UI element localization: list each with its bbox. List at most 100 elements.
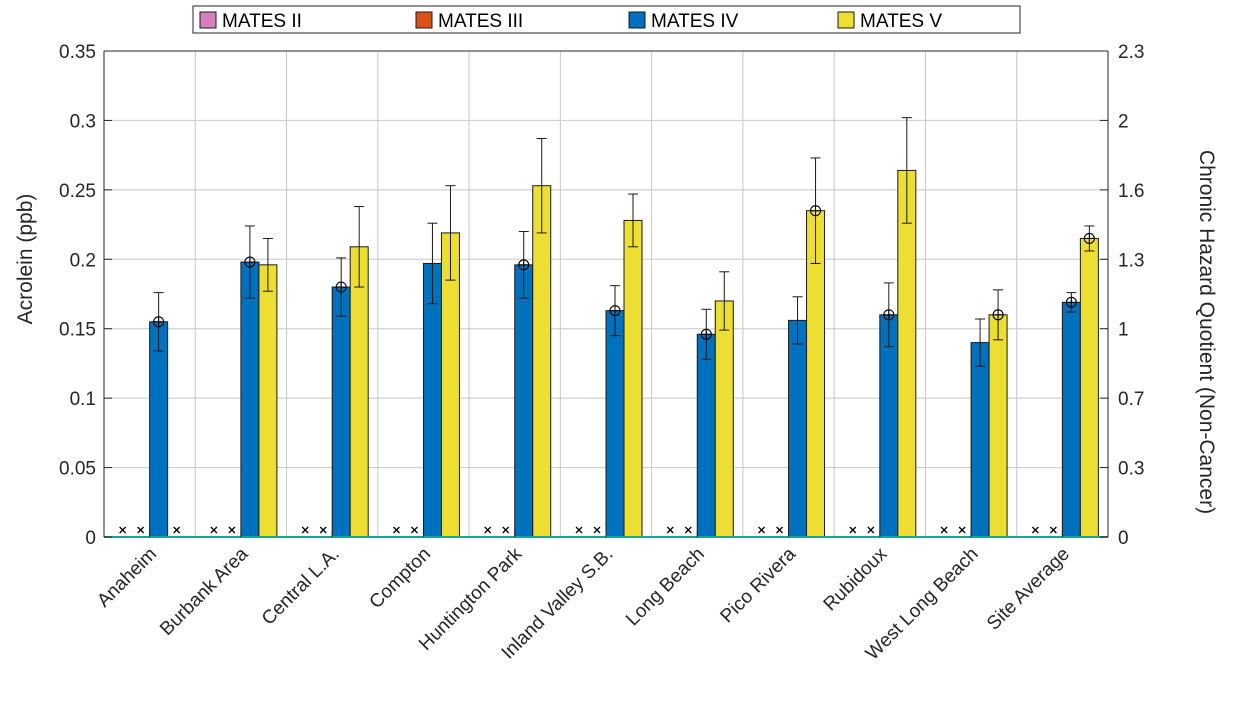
hazard-quotient-marker — [700, 328, 712, 340]
missing-data-marker — [392, 526, 400, 534]
legend-swatch-mates-v — [837, 11, 855, 29]
bar-mates-iv — [422, 262, 442, 538]
missing-marker-stroke — [867, 526, 875, 534]
x-tick-label: Burbank Area — [156, 543, 253, 640]
x-tick-label: Central L.A. — [258, 544, 344, 630]
missing-marker-stroke — [776, 526, 784, 534]
bar-mates-iv — [696, 333, 716, 538]
missing-marker-stroke — [666, 526, 674, 534]
missing-data-marker — [137, 526, 145, 534]
missing-data-marker — [1031, 526, 1039, 534]
legend-swatch-mates-ii — [199, 11, 217, 29]
missing-marker-stroke — [1049, 526, 1057, 534]
x-tick-label: Anaheim — [93, 544, 161, 612]
missing-data-marker — [119, 526, 127, 534]
y2-tick-label: 0 — [1118, 528, 1129, 549]
missing-data-marker — [867, 526, 875, 534]
bar-mates-v — [897, 169, 917, 538]
x-tick-label: Long Beach — [622, 544, 709, 631]
legend: MATES II MATES III MATES IV MATES V — [192, 5, 1021, 34]
bar-mates-iv — [879, 314, 899, 538]
y-axis-title: Acrolein (ppb) — [14, 194, 37, 325]
bar-mates-iv — [1061, 301, 1081, 538]
bar-mates-v — [258, 264, 278, 538]
legend-swatch-mates-iii — [415, 11, 433, 29]
missing-data-marker — [684, 526, 692, 534]
missing-data-marker — [319, 526, 327, 534]
y-tick-label: 0.3 — [70, 111, 96, 132]
y-tick-label: 0.25 — [59, 181, 96, 202]
missing-data-marker — [210, 526, 218, 534]
missing-data-marker — [228, 526, 236, 534]
x-tick-label: Rubidoux — [820, 543, 892, 615]
hazard-quotient-marker — [1083, 232, 1095, 245]
bar-mates-iv — [970, 342, 990, 538]
missing-marker-stroke — [392, 526, 400, 534]
missing-data-marker — [484, 526, 492, 534]
missing-data-marker — [666, 526, 674, 534]
x-tick-label: Site Average — [983, 544, 1074, 635]
missing-data-marker — [301, 526, 309, 534]
missing-data-marker — [593, 526, 601, 534]
missing-data-marker — [173, 526, 181, 534]
error-bar — [975, 318, 986, 367]
missing-data-marker — [575, 526, 583, 534]
missing-marker-stroke — [137, 526, 145, 534]
error-bar — [427, 222, 438, 305]
y2-tick-label: 0.7 — [1118, 389, 1144, 410]
y2-tick-label: 1 — [1118, 320, 1129, 341]
missing-marker-stroke — [228, 526, 236, 534]
error-bar — [445, 185, 456, 281]
missing-marker-stroke — [940, 526, 948, 534]
missing-marker-stroke — [575, 526, 583, 534]
missing-data-marker — [940, 526, 948, 534]
bar-mates-v — [532, 185, 552, 538]
missing-marker-stroke — [684, 526, 692, 534]
bar-mates-iv — [149, 321, 169, 538]
bar-mates-v — [714, 300, 734, 538]
missing-marker-stroke — [484, 526, 492, 534]
missing-marker-stroke — [301, 526, 309, 534]
bar-mates-v — [988, 314, 1008, 538]
error-bar — [792, 296, 803, 345]
missing-data-marker — [758, 526, 766, 534]
y-tick-label: 0.05 — [59, 459, 96, 480]
y-tick-label: 0.15 — [59, 320, 96, 341]
hazard-quotient-marker — [1065, 296, 1077, 308]
bar-mates-v — [1079, 237, 1099, 538]
missing-marker-stroke — [210, 526, 218, 534]
error-bar — [354, 206, 365, 288]
legend-label: MATES IV — [651, 11, 739, 32]
x-tick-label: Pico Rivera — [717, 543, 801, 627]
bar-mates-iv — [331, 286, 351, 538]
y-tick-label: 0 — [85, 528, 96, 549]
hazard-quotient-marker — [244, 256, 256, 268]
missing-data-marker — [958, 526, 966, 534]
legend-label: MATES III — [438, 11, 523, 32]
hazard-quotient-marker — [809, 205, 822, 217]
hazard-quotient-marker — [609, 305, 621, 317]
missing-data-marker — [849, 526, 857, 534]
bar-mates-iv — [514, 264, 534, 538]
y-tick-label: 0.2 — [70, 250, 96, 271]
legend-label: MATES V — [860, 11, 942, 32]
bar-mates-iv — [605, 310, 625, 538]
missing-marker-stroke — [502, 526, 510, 534]
error-bar — [628, 193, 638, 248]
hazard-quotient-marker — [153, 316, 165, 328]
x-tick-label: Compton — [366, 544, 435, 613]
missing-marker-stroke — [593, 526, 601, 534]
hazard-quotient-marker — [883, 309, 895, 321]
bar-mates-v — [623, 219, 643, 538]
error-bar — [262, 237, 273, 292]
hazard-quotient-marker — [992, 309, 1004, 321]
bars — [119, 117, 1099, 538]
y2-tick-label: 1.3 — [1118, 250, 1144, 271]
y2-tick-label: 2 — [1118, 111, 1129, 132]
missing-marker-stroke — [319, 526, 327, 534]
error-bar — [901, 117, 912, 224]
missing-marker-stroke — [849, 526, 857, 534]
y-tick-label: 0.35 — [59, 42, 96, 63]
y2-tick-label: 0.3 — [1118, 459, 1144, 480]
y2-tick-label: 1.6 — [1118, 181, 1144, 202]
